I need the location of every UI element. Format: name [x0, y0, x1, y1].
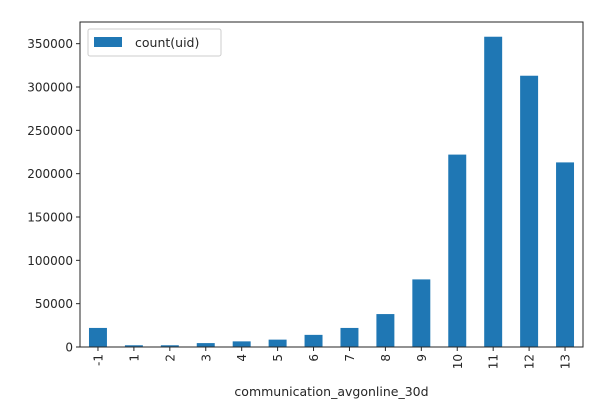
legend: count(uid) [87, 28, 222, 57]
plot-frame [79, 21, 584, 348]
bar [556, 162, 575, 347]
bar [268, 339, 287, 347]
y-tick-label: 0 [65, 341, 73, 355]
bar [304, 334, 323, 347]
bar [376, 314, 395, 347]
x-tick-label: 7 [343, 354, 357, 362]
x-tick-label: 5 [271, 354, 285, 362]
bar [196, 343, 215, 347]
y-tick-label: 50000 [35, 297, 73, 311]
bar [520, 75, 539, 347]
x-tick-label: 11 [487, 354, 501, 369]
bar [484, 36, 503, 347]
x-axis-label: communication_avgonline_30d [234, 384, 428, 399]
y-tick-label: 200000 [27, 167, 73, 181]
x-tick-label: 12 [523, 354, 537, 369]
x-tick-label: 1 [127, 354, 141, 362]
x-tick-label: 10 [451, 354, 465, 369]
x-tick-label: 3 [199, 354, 213, 362]
legend-box [87, 28, 222, 57]
y-tick-label: 300000 [27, 81, 73, 95]
bar [232, 341, 251, 347]
x-tick-label: -1 [91, 354, 105, 366]
bar [160, 345, 179, 347]
bar [412, 279, 431, 347]
x-tick-label: 8 [379, 354, 393, 362]
y-tick-label: 350000 [27, 37, 73, 51]
legend-label: count(uid) [135, 35, 199, 50]
legend-swatch [94, 37, 122, 47]
y-axis-ticks: 0 50000 100000 150000 200000 250000 300000 3500… [27, 37, 80, 355]
y-tick-label: 250000 [27, 124, 73, 138]
x-tick-label: 13 [559, 354, 573, 369]
bars [88, 36, 575, 347]
y-tick-label: 150000 [27, 211, 73, 225]
x-tick-label: 6 [307, 354, 321, 362]
x-tick-label: 2 [163, 354, 177, 362]
x-tick-label: 4 [235, 354, 249, 362]
x-tick-label: 9 [415, 354, 429, 362]
bar [88, 327, 107, 347]
bar [124, 345, 143, 347]
bar [448, 154, 467, 347]
bar [340, 327, 359, 347]
x-axis-ticks: -1 1 2 3 4 5 6 7 8 9 10 11 12 13 [91, 347, 573, 369]
y-tick-label: 100000 [27, 254, 73, 268]
